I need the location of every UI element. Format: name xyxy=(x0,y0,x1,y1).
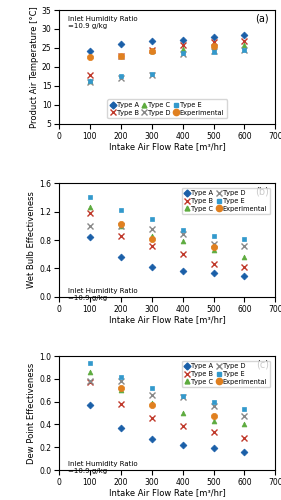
Text: Inlet Humidity Ratio
=10.9 g/kg: Inlet Humidity Ratio =10.9 g/kg xyxy=(68,288,137,301)
Text: (c): (c) xyxy=(256,360,269,370)
Legend: Type A, Type B, Type C, Type D, Type E, Experimental: Type A, Type B, Type C, Type D, Type E, … xyxy=(107,100,227,118)
Text: (b): (b) xyxy=(255,186,269,196)
Legend: Type A, Type B, Type C, Type D, Type E, Experimental: Type A, Type B, Type C, Type D, Type E, … xyxy=(182,188,270,214)
X-axis label: Intake Air Flow Rate [m³/hr]: Intake Air Flow Rate [m³/hr] xyxy=(109,142,226,151)
Y-axis label: Wet Bulb Effectiveness: Wet Bulb Effectiveness xyxy=(28,192,37,288)
Text: (a): (a) xyxy=(255,14,269,24)
X-axis label: Intake Air Flow Rate [m³/hr]: Intake Air Flow Rate [m³/hr] xyxy=(109,488,226,497)
Y-axis label: Dew Point Effectiveness: Dew Point Effectiveness xyxy=(28,362,37,464)
X-axis label: Intake Air Flow Rate [m³/hr]: Intake Air Flow Rate [m³/hr] xyxy=(109,315,226,324)
Y-axis label: Product Air Temperature [°C]: Product Air Temperature [°C] xyxy=(30,6,39,128)
Text: Inlet Humidity Ratio
=10.9 g/kg: Inlet Humidity Ratio =10.9 g/kg xyxy=(68,461,137,474)
Legend: Type A, Type B, Type C, Type D, Type E, Experimental: Type A, Type B, Type C, Type D, Type E, … xyxy=(182,360,270,388)
Text: Inlet Humidity Ratio
=10.9 g/kg: Inlet Humidity Ratio =10.9 g/kg xyxy=(68,16,137,28)
